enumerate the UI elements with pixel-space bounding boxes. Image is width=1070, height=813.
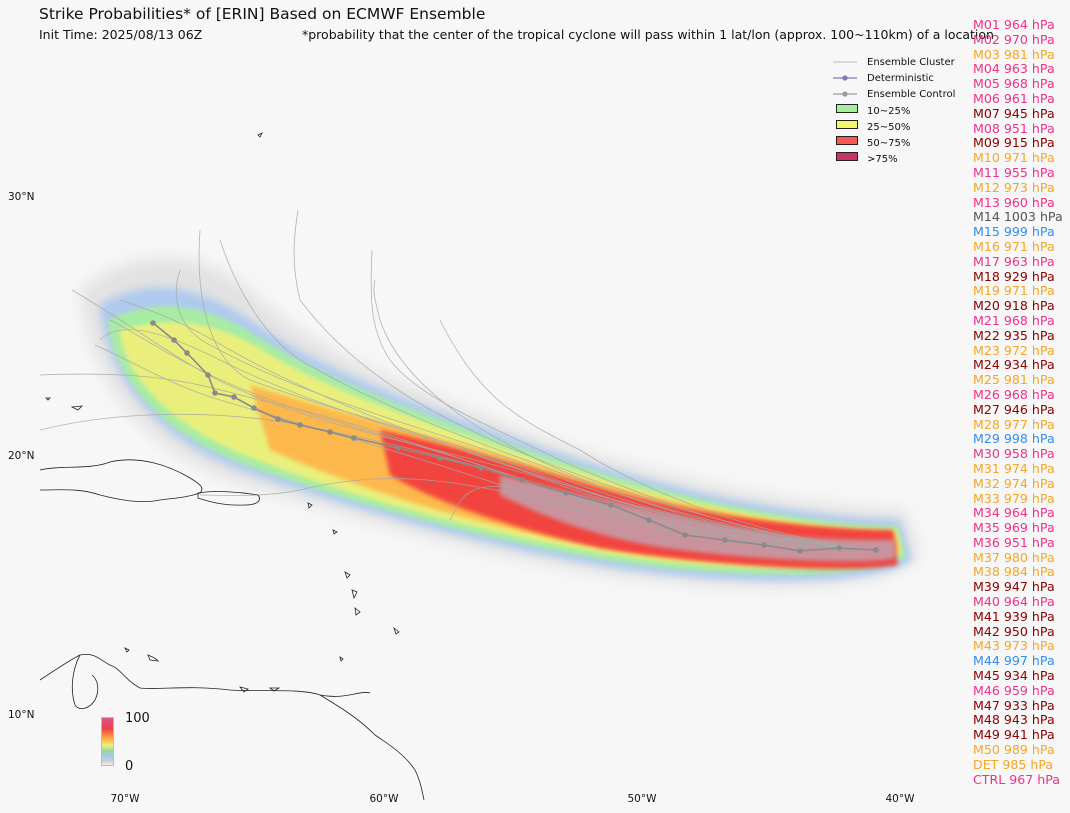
member-pressure-item: M46 959 hPa xyxy=(973,682,1055,698)
colorbar-min-label: 0 xyxy=(125,759,134,774)
lat-label-30n: 30°N xyxy=(8,191,35,203)
swatch-25-50-icon xyxy=(836,120,858,129)
member-pressure-item: M13 960 hPa xyxy=(973,194,1055,210)
legend-item-25-50: 25~50% xyxy=(833,120,910,134)
member-pressure-item: M23 972 hPa xyxy=(973,342,1055,358)
legend-item-10-25: 10~25% xyxy=(833,104,910,118)
member-pressure-item: DET 985 hPa xyxy=(973,756,1054,772)
member-pressure-item: M32 974 hPa xyxy=(973,475,1055,491)
member-pressure-item: M26 968 hPa xyxy=(973,386,1055,402)
member-pressure-item: M27 946 hPa xyxy=(973,401,1055,417)
member-pressure-item: M35 969 hPa xyxy=(973,520,1055,536)
member-pressure-item: M17 963 hPa xyxy=(973,253,1055,269)
member-pressure-item: M47 933 hPa xyxy=(973,697,1055,713)
member-pressure-item: M33 979 hPa xyxy=(973,490,1055,506)
member-pressure-item: M49 941 hPa xyxy=(973,727,1055,743)
member-pressure-item: M19 971 hPa xyxy=(973,283,1055,299)
member-pressure-item: M14 1003 hPa xyxy=(973,209,1063,225)
chart-title: Strike Probabilities* of [ERIN] Based on… xyxy=(39,5,486,23)
legend-label: Ensemble Control xyxy=(867,88,956,100)
member-pressure-item: M39 947 hPa xyxy=(973,579,1055,595)
lat-label-20n: 20°N xyxy=(8,450,35,462)
legend-label: 50~75% xyxy=(867,137,911,149)
coastlines xyxy=(39,132,425,801)
member-pressure-item: M50 989 hPa xyxy=(973,742,1055,758)
member-pressure-item: M03 981 hPa xyxy=(973,46,1055,62)
legend-label: 25~50% xyxy=(867,121,911,133)
deterministic-track xyxy=(150,320,879,554)
swatch-50-75-icon xyxy=(836,136,858,145)
legend-label: >75% xyxy=(867,153,898,165)
legend-item-ensemble-control: Ensemble Control xyxy=(833,87,955,101)
deterministic-line-marker-icon xyxy=(833,71,857,85)
member-pressure-item: M01 964 hPa xyxy=(973,17,1055,32)
member-pressure-item: M31 974 hPa xyxy=(973,460,1055,476)
legend-item-ensemble-cluster: Ensemble Cluster xyxy=(833,55,955,69)
member-pressure-item: M20 918 hPa xyxy=(973,298,1055,314)
member-pressure-item: M24 934 hPa xyxy=(973,357,1055,373)
member-pressure-item: M43 973 hPa xyxy=(973,638,1055,654)
member-pressure-item: M15 999 hPa xyxy=(973,224,1055,240)
swatch-over-75-icon xyxy=(836,152,858,161)
lon-label-40w: 40°W xyxy=(885,793,915,805)
lon-label-70w: 70°W xyxy=(110,793,140,805)
legend-label: Deterministic xyxy=(867,72,934,84)
colorbar-max-label: 100 xyxy=(125,711,150,726)
legend-item-over-75: >75% xyxy=(833,152,898,166)
member-pressure-item: M02 970 hPa xyxy=(973,31,1055,47)
swath-yellow xyxy=(120,322,902,569)
legend-item-50-75: 50~75% xyxy=(833,136,910,150)
member-pressure-item: M44 997 hPa xyxy=(973,653,1055,669)
member-pressure-item: M16 971 hPa xyxy=(973,238,1055,254)
member-pressure-item: M04 963 hPa xyxy=(973,61,1055,77)
member-pressure-item: M25 981 hPa xyxy=(973,372,1055,388)
member-pressure-item: M21 968 hPa xyxy=(973,312,1055,328)
member-pressure-item: M05 968 hPa xyxy=(973,76,1055,92)
member-pressure-item: M30 958 hPa xyxy=(973,446,1055,462)
member-pressure-item: M08 951 hPa xyxy=(973,120,1055,136)
legend-label: 10~25% xyxy=(867,105,911,117)
probability-swath xyxy=(80,257,920,587)
member-pressure-item: M06 961 hPa xyxy=(973,90,1055,106)
member-pressure-item: M29 998 hPa xyxy=(973,431,1055,447)
member-pressure-item: M07 945 hPa xyxy=(973,105,1055,121)
lon-label-60w: 60°W xyxy=(369,793,399,805)
init-time: Init Time: 2025/08/13 06Z xyxy=(39,27,203,42)
member-pressure-item: M09 915 hPa xyxy=(973,135,1055,151)
ensemble-cluster-tracks xyxy=(39,209,876,551)
member-pressure-item: M45 934 hPa xyxy=(973,668,1055,684)
lat-label-10n: 10°N xyxy=(8,709,35,721)
member-pressure-item: M34 964 hPa xyxy=(973,505,1055,521)
legend-label: Ensemble Cluster xyxy=(867,56,955,68)
swatch-10-25-icon xyxy=(836,104,858,113)
member-pressure-item: M10 971 hPa xyxy=(973,150,1055,166)
member-pressure-item: M11 955 hPa xyxy=(973,164,1055,180)
probability-colorbar xyxy=(101,717,114,766)
member-pressure-item: M28 977 hPa xyxy=(973,416,1055,432)
legend: Ensemble Cluster Deterministic Ensemble … xyxy=(833,53,958,170)
member-pressure-item: M36 951 hPa xyxy=(973,534,1055,550)
member-pressure-item: M18 929 hPa xyxy=(973,268,1055,284)
member-pressure-list: M01 964 hPa M02 970 hPa M03 981 hPa M04 963… xyxy=(973,17,1063,787)
legend-item-deterministic: Deterministic xyxy=(833,71,934,85)
member-pressure-item: M42 950 hPa xyxy=(973,623,1055,639)
member-pressure-item: M38 984 hPa xyxy=(973,564,1055,580)
ensemble-cluster-line-icon xyxy=(833,55,857,69)
control-line-marker-icon xyxy=(833,87,857,101)
member-pressure-item: M37 980 hPa xyxy=(973,549,1055,565)
member-pressure-item: M41 939 hPa xyxy=(973,608,1055,624)
member-pressure-item: M22 935 hPa xyxy=(973,327,1055,343)
member-pressure-item: M40 964 hPa xyxy=(973,594,1055,610)
lon-label-50w: 50°W xyxy=(627,793,657,805)
footnote: *probability that the center of the trop… xyxy=(302,27,994,42)
member-pressure-item: M12 973 hPa xyxy=(973,179,1055,195)
member-pressure-item: M48 943 hPa xyxy=(973,712,1055,728)
member-pressure-item: CTRL 967 hPa xyxy=(973,771,1061,787)
